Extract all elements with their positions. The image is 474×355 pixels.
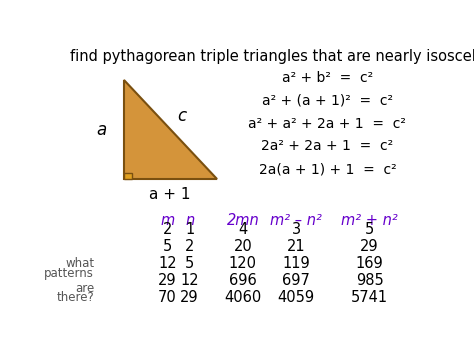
Text: 12: 12 [158,256,177,271]
Text: 985: 985 [356,273,383,288]
Text: a² + b²  =  c²: a² + b² = c² [282,71,373,85]
Text: m² + n²: m² + n² [341,213,398,229]
Text: 5: 5 [163,239,172,254]
Text: 29: 29 [360,239,379,254]
Text: a: a [96,121,107,139]
Text: 21: 21 [287,239,306,254]
Text: c: c [177,108,186,125]
Text: 5: 5 [365,222,374,237]
Text: 697: 697 [282,273,310,288]
Text: 1: 1 [185,222,194,237]
Text: a² + (a + 1)²  =  c²: a² + (a + 1)² = c² [262,94,393,108]
Text: 4: 4 [238,222,247,237]
Text: 70: 70 [158,290,177,305]
Text: m: m [161,213,175,229]
Text: 4060: 4060 [224,290,262,305]
Text: 4059: 4059 [278,290,315,305]
Text: 3: 3 [292,222,301,237]
Polygon shape [124,173,132,179]
Text: there?: there? [56,291,94,304]
Text: n: n [185,213,194,229]
Text: find pythagorean triple triangles that are nearly isosceles: find pythagorean triple triangles that a… [70,49,474,65]
Text: 29: 29 [180,290,199,305]
Text: 2mn: 2mn [227,213,259,229]
Text: a² + a² + 2a + 1  =  c²: a² + a² + 2a + 1 = c² [248,117,406,131]
Text: 2a(a + 1) + 1  =  c²: 2a(a + 1) + 1 = c² [259,162,396,176]
Text: a + 1: a + 1 [149,187,190,202]
Text: 12: 12 [180,273,199,288]
Text: 2a² + 2a + 1  =  c²: 2a² + 2a + 1 = c² [261,140,393,153]
Text: 696: 696 [229,273,257,288]
Text: what: what [65,257,94,270]
Text: 20: 20 [234,239,252,254]
Polygon shape [124,80,217,179]
Text: 5741: 5741 [351,290,388,305]
Text: 5: 5 [185,256,194,271]
Text: 169: 169 [356,256,383,271]
Text: 2: 2 [163,222,173,237]
Text: patterns
are: patterns are [44,267,94,295]
Text: m² – n²: m² – n² [270,213,322,229]
Text: 120: 120 [229,256,257,271]
Text: 2: 2 [185,239,194,254]
Text: 29: 29 [158,273,177,288]
Text: 119: 119 [283,256,310,271]
